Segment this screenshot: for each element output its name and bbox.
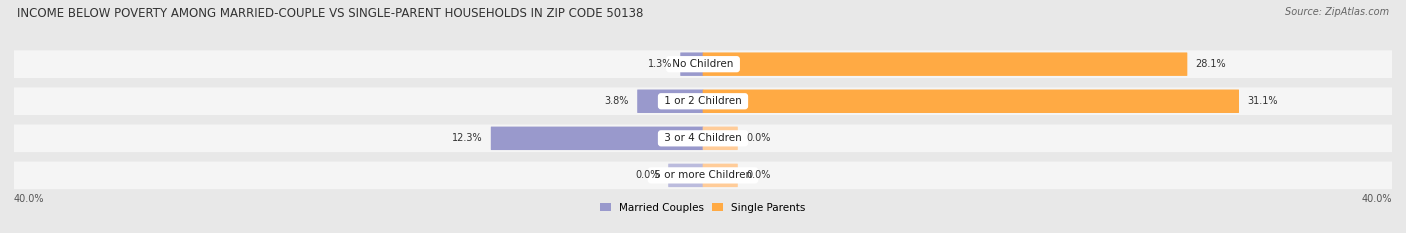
Legend: Married Couples, Single Parents: Married Couples, Single Parents xyxy=(600,203,806,213)
Text: No Children: No Children xyxy=(669,59,737,69)
Text: 1 or 2 Children: 1 or 2 Children xyxy=(661,96,745,106)
FancyBboxPatch shape xyxy=(491,127,703,150)
FancyBboxPatch shape xyxy=(668,164,703,187)
Text: 31.1%: 31.1% xyxy=(1247,96,1278,106)
Text: 0.0%: 0.0% xyxy=(747,133,770,143)
Text: 0.0%: 0.0% xyxy=(636,170,659,180)
Text: Source: ZipAtlas.com: Source: ZipAtlas.com xyxy=(1285,7,1389,17)
Text: 40.0%: 40.0% xyxy=(14,195,45,205)
Text: 5 or more Children: 5 or more Children xyxy=(651,170,755,180)
Text: INCOME BELOW POVERTY AMONG MARRIED-COUPLE VS SINGLE-PARENT HOUSEHOLDS IN ZIP COD: INCOME BELOW POVERTY AMONG MARRIED-COUPL… xyxy=(17,7,644,20)
Text: 12.3%: 12.3% xyxy=(451,133,482,143)
Text: 0.0%: 0.0% xyxy=(747,170,770,180)
FancyBboxPatch shape xyxy=(703,89,1239,113)
Text: 28.1%: 28.1% xyxy=(1195,59,1226,69)
FancyBboxPatch shape xyxy=(4,87,1402,116)
FancyBboxPatch shape xyxy=(703,52,1187,76)
FancyBboxPatch shape xyxy=(703,164,738,187)
FancyBboxPatch shape xyxy=(4,161,1402,190)
FancyBboxPatch shape xyxy=(681,52,703,76)
FancyBboxPatch shape xyxy=(4,50,1402,79)
FancyBboxPatch shape xyxy=(4,124,1402,153)
Text: 3 or 4 Children: 3 or 4 Children xyxy=(661,133,745,143)
Text: 3.8%: 3.8% xyxy=(605,96,628,106)
Text: 40.0%: 40.0% xyxy=(1361,195,1392,205)
FancyBboxPatch shape xyxy=(637,89,703,113)
FancyBboxPatch shape xyxy=(703,127,738,150)
Text: 1.3%: 1.3% xyxy=(648,59,672,69)
